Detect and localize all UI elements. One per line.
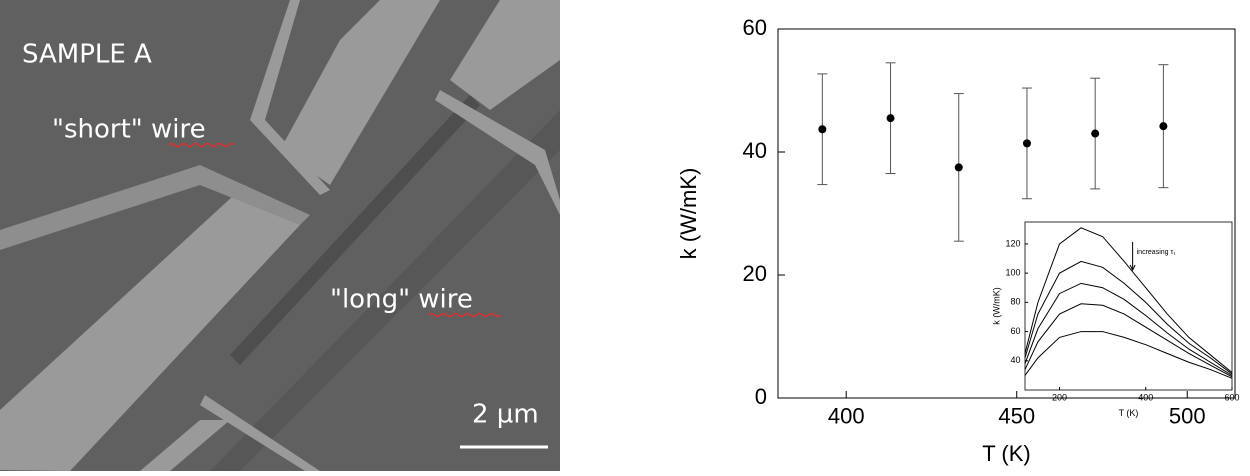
y-tick-label: 60 <box>1010 326 1020 336</box>
y-tick-label: 20 <box>743 261 767 286</box>
long-label: "long" wire <box>330 285 473 315</box>
y-tick-label: 80 <box>1010 297 1020 307</box>
y-tick-label: 60 <box>743 15 767 40</box>
y-tick-label: 40 <box>743 138 767 163</box>
short-label: "short" wire <box>52 115 206 145</box>
figure: SAMPLE A "short" wire "long" wire 2 µm 4… <box>0 0 1250 471</box>
annotation: increasing τ₁ <box>1137 249 1177 256</box>
y-tick-label: 100 <box>1005 268 1020 278</box>
point <box>955 163 963 171</box>
y-axis-label: k (W/mK) <box>676 168 701 260</box>
x-tick-label: 400 <box>828 404 865 429</box>
sem-image: SAMPLE A "short" wire "long" wire 2 µm <box>0 0 560 471</box>
x-tick-label: 200 <box>1052 392 1067 402</box>
point <box>887 114 895 122</box>
point <box>1159 122 1167 130</box>
y-axis-label: k (W/mK) <box>991 287 1001 325</box>
point <box>818 125 826 133</box>
point <box>1023 139 1031 147</box>
plot-frame <box>1025 222 1232 390</box>
y-tick-label: 0 <box>755 384 767 409</box>
x-tick-label: 600 <box>1224 392 1239 402</box>
x-axis-label: T (K) <box>982 441 1030 466</box>
x-tick-label: 450 <box>998 404 1035 429</box>
x-axis-label: T (K) <box>1119 408 1139 418</box>
y-tick-label: 40 <box>1010 355 1020 365</box>
scale-label: 2 µm <box>472 400 539 430</box>
y-tick-label: 120 <box>1005 238 1020 248</box>
sample-label: SAMPLE A <box>22 40 152 70</box>
point <box>1091 130 1099 138</box>
x-tick-label: 400 <box>1138 392 1153 402</box>
x-tick-label: 500 <box>1169 404 1206 429</box>
